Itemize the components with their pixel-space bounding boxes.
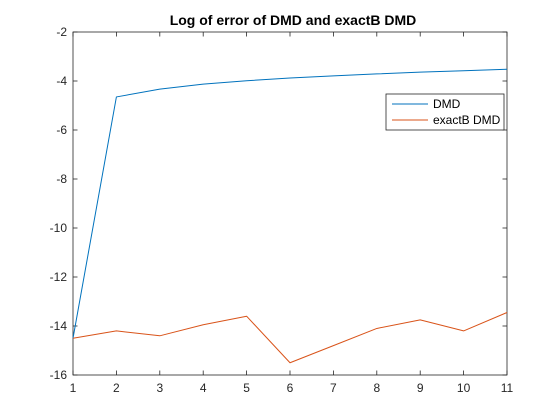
- x-tick-label: 7: [330, 381, 337, 395]
- x-tick-label: 4: [200, 381, 207, 395]
- y-tick-label: -4: [56, 74, 67, 88]
- x-tick-label: 11: [501, 381, 514, 395]
- series-line-dmd: [72, 68, 508, 339]
- y-tick-label: -8: [56, 172, 67, 186]
- legend-label: exactB DMD: [433, 113, 501, 127]
- y-axis: -16 -14 -12 -10 -8 -6 -4 -2: [50, 25, 507, 382]
- chart-title: Log of error of DMD and exactB DMD: [170, 12, 417, 28]
- x-tick-label: 8: [373, 381, 380, 395]
- series-line-exactb-dmd: [72, 312, 508, 364]
- x-tick-label: 6: [287, 381, 294, 395]
- x-tick-label: 3: [156, 381, 163, 395]
- x-tick-label: 10: [457, 381, 471, 395]
- y-tick-label: -16: [50, 368, 68, 382]
- plot-area: [72, 31, 508, 376]
- y-tick-label: -6: [56, 123, 67, 137]
- legend: DMD exactB DMD: [385, 93, 505, 131]
- x-tick-label: 5: [243, 381, 250, 395]
- x-tick-label: 1: [70, 381, 77, 395]
- y-tick-label: -14: [50, 319, 68, 333]
- legend-label: DMD: [433, 97, 461, 111]
- legend-box: [385, 93, 505, 131]
- series-layer: [72, 68, 508, 364]
- y-tick-label: -2: [56, 25, 67, 39]
- x-tick-label: 9: [417, 381, 424, 395]
- x-tick-label: 2: [113, 381, 120, 395]
- x-axis: 1 2 3 4 5 6 7 8 9 10 11: [70, 32, 514, 395]
- plot-frame: [72, 31, 508, 376]
- y-tick-label: -10: [50, 221, 68, 235]
- y-tick-label: -12: [50, 270, 68, 284]
